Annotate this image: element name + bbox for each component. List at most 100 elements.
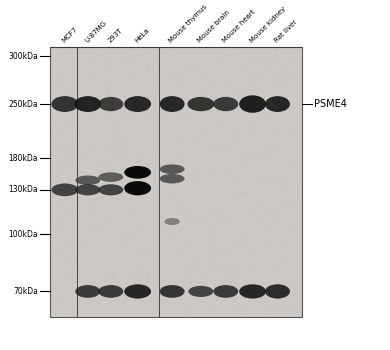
Point [247,121,254,127]
Point [115,139,121,145]
Point [69,219,75,225]
Point [182,310,188,316]
Point [115,130,121,136]
Point [51,103,57,108]
Point [281,74,287,79]
Ellipse shape [75,175,100,185]
Point [280,181,287,187]
Point [275,77,282,83]
Point [121,237,127,243]
Point [297,48,303,53]
Point [174,282,180,288]
Point [289,108,296,114]
Point [54,126,60,131]
Point [196,264,202,269]
Point [127,274,133,279]
Point [56,199,62,205]
Point [133,309,139,315]
Point [72,258,78,264]
Point [239,306,245,312]
Point [177,250,184,255]
Point [179,225,185,231]
Point [70,214,76,220]
Point [92,144,99,149]
Point [288,227,294,233]
Point [271,57,277,63]
Point [176,203,182,209]
Point [90,108,96,114]
Point [230,297,236,302]
Point [91,212,98,218]
Point [126,113,133,118]
Point [260,252,266,258]
Point [154,293,161,299]
Point [176,207,182,212]
Point [207,302,213,307]
Point [219,207,225,212]
Point [282,79,288,84]
Point [234,273,240,278]
Point [51,228,58,233]
Point [77,45,83,51]
Point [87,128,93,133]
Point [110,150,116,156]
Point [222,216,229,222]
Point [211,145,218,150]
Ellipse shape [165,218,180,225]
Point [268,287,275,292]
Point [146,112,152,118]
Point [224,247,230,253]
Point [94,196,100,202]
Point [290,203,296,209]
Point [278,257,284,262]
Ellipse shape [75,285,100,298]
Point [70,276,76,282]
Point [202,71,208,77]
Point [206,221,213,226]
Point [183,273,189,279]
Point [209,230,215,236]
Point [117,114,123,120]
Point [207,278,214,284]
Text: HeLa: HeLa [133,27,150,44]
Point [232,178,238,183]
Point [68,184,74,190]
Point [280,181,286,187]
Point [58,299,64,304]
Point [292,57,298,63]
Point [204,126,210,132]
Point [214,58,220,64]
Point [225,289,232,295]
Point [76,173,82,178]
Point [76,127,83,132]
Point [139,183,145,189]
Point [191,140,197,145]
Point [213,249,220,255]
Point [140,226,146,231]
Point [74,87,80,92]
Point [262,156,268,161]
Point [117,54,124,60]
Point [277,173,284,178]
Point [174,133,180,138]
Point [206,246,212,252]
Point [237,65,243,71]
Point [57,70,63,76]
Text: 293T: 293T [106,27,123,44]
Text: PSME4: PSME4 [314,99,347,109]
Point [71,92,77,98]
Point [119,106,125,112]
Point [82,237,88,243]
Point [283,181,289,187]
Point [78,283,85,289]
Point [61,209,67,215]
Point [120,148,126,154]
Point [253,74,259,79]
Point [139,181,145,186]
Text: 300kDa: 300kDa [8,52,38,61]
Point [224,271,230,276]
Point [206,257,213,262]
Point [112,94,118,100]
Point [195,170,201,176]
Point [184,212,191,218]
